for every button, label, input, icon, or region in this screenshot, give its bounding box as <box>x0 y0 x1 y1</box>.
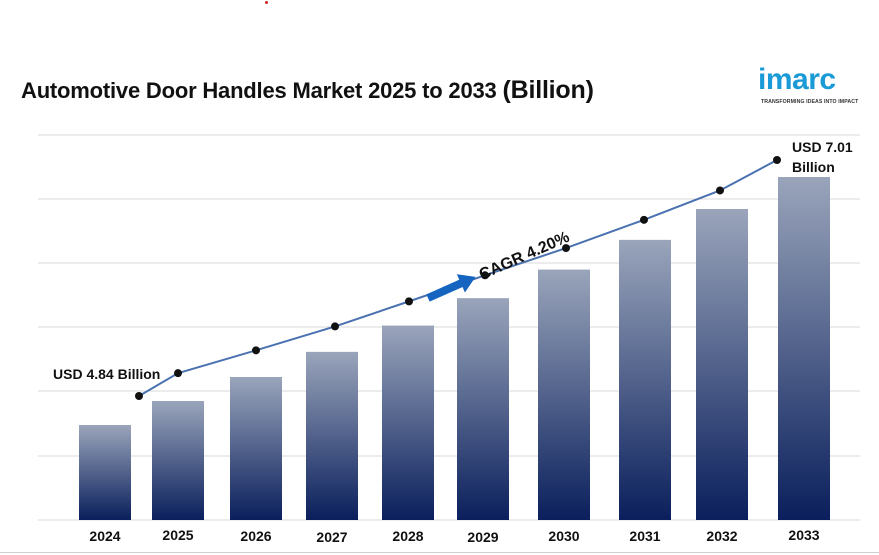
x-tick-label-2026: 2026 <box>240 528 271 544</box>
bar-2025 <box>152 401 204 520</box>
x-tick-label-2033: 2033 <box>788 527 819 543</box>
bar-2028 <box>382 325 434 520</box>
logo-wordmark: imarc <box>758 63 836 96</box>
x-tick-label-2031: 2031 <box>629 528 660 544</box>
end-value-label-line1: USD 7.01 <box>792 139 853 155</box>
trend-point-2027 <box>331 322 339 331</box>
trend-point-2031 <box>640 215 648 224</box>
cagr-arrow <box>426 274 476 302</box>
trend-point-2028 <box>405 297 413 306</box>
bars <box>79 177 830 520</box>
bar-2027 <box>306 351 358 520</box>
imarc-logo: imarc TRANSFORMING IDEAS INTO IMPACT <box>758 64 858 109</box>
logo-tagline: TRANSFORMING IDEAS INTO IMPACT <box>761 99 859 105</box>
trend-point-2032 <box>716 186 724 195</box>
bar-2030 <box>538 269 590 520</box>
end-value-label-line2: Billion <box>792 159 835 175</box>
chart-title-main: Automotive Door Handles Market 2025 to 2… <box>21 78 503 103</box>
chart-title: Automotive Door Handles Market 2025 to 2… <box>21 76 594 105</box>
x-tick-label-2025: 2025 <box>162 527 193 543</box>
bottom-border <box>0 552 879 553</box>
bar-2031 <box>619 239 671 520</box>
red-dot-mark <box>265 1 268 4</box>
bar-2029 <box>457 298 509 520</box>
bar-2024 <box>79 425 131 520</box>
x-tick-label-2029: 2029 <box>467 529 498 545</box>
chart-title-unit: (Billion) <box>502 76 594 104</box>
trend-point-2029 <box>481 271 489 280</box>
x-tick-label-2027: 2027 <box>316 529 347 545</box>
trend-point-2026 <box>252 346 260 355</box>
x-tick-label-2024: 2024 <box>89 528 120 544</box>
x-tick-label-2030: 2030 <box>548 528 579 544</box>
tick-labels: 2024 2025 2026 2027 2028 2029 2030 2031 2032 2033 <box>89 527 819 545</box>
start-value-label: USD 4.84 Billion <box>53 366 160 382</box>
trend-point-2033 <box>773 156 781 164</box>
x-tick-label-2028: 2028 <box>392 528 423 544</box>
bar-2032 <box>696 209 748 520</box>
bar-2033 <box>778 177 830 520</box>
x-tick-label-2032: 2032 <box>706 528 737 544</box>
bar-2026 <box>230 377 282 520</box>
trend-point-2024 <box>135 392 143 400</box>
trend-point-2025 <box>174 369 182 378</box>
trend-point-2030 <box>562 244 570 253</box>
